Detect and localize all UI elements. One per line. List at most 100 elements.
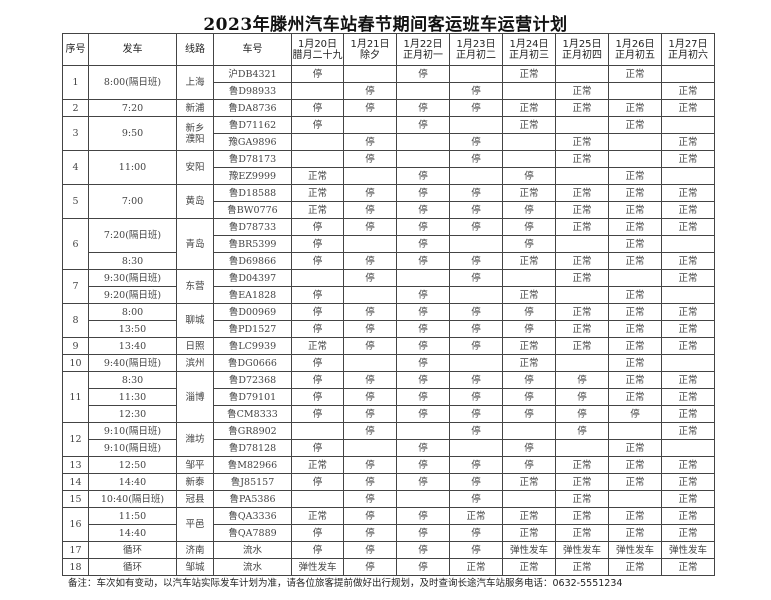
cell-status: 停 [449, 473, 503, 491]
cell-time: 11:30 [88, 388, 177, 406]
cell-status: 停 [396, 524, 450, 542]
cell-status [661, 167, 715, 185]
cell-plate: 鲁LC9939 [213, 337, 292, 355]
cell-route: 安阳 [176, 150, 214, 185]
cell-plate: 鲁PD1527 [213, 320, 292, 338]
header-no: 序号 [62, 33, 89, 66]
cell-plate: 豫GA9896 [213, 133, 292, 151]
cell-status [661, 286, 715, 304]
cell-status: 正常 [608, 218, 662, 236]
cell-status: 停 [449, 388, 503, 406]
table-row: 16 11:50 平邑 鲁QA3336 正常停停正常 正常 正常 正常 正常 [62, 507, 715, 542]
table-row: 10 9:40(隔日班) 滨州 鲁DG0666 停停正常 正常 [62, 354, 715, 372]
cell-status: 停 [291, 99, 344, 117]
cell-plate: 鲁DA8736 [213, 99, 292, 117]
cell-status: 正常 [661, 422, 715, 440]
cell-status: 停 [502, 303, 556, 321]
cell-status: 正常 [502, 558, 556, 576]
cell-status: 停 [396, 235, 450, 253]
table-row: 豫EZ9999 正常停停正常 [63, 167, 715, 185]
cell-status: 停 [291, 371, 344, 389]
cell-plate: 鲁M82966 [213, 456, 292, 474]
cell-status: 停 [449, 82, 503, 100]
cell-status [343, 167, 397, 185]
cell-status: 停 [343, 218, 397, 236]
cell-plate: 鲁BR5399 [213, 235, 292, 253]
cell-status: 停 [396, 371, 450, 389]
cell-plate: 鲁D18588 [213, 184, 292, 202]
cell-status: 正常 [555, 99, 609, 117]
header-day: 1月27日 正月初六 [661, 33, 715, 66]
cell-status: 停 [449, 422, 503, 440]
header-day: 1月20日 腊月二十九 [291, 33, 344, 66]
cell-status: 正常 [608, 371, 662, 389]
cell-route: 上海 [176, 65, 214, 100]
cell-status: 正常 [555, 150, 609, 168]
cell-status [449, 354, 503, 372]
table-row: 18 循环 邹城 流水 弹性发车停停正常 正常 正常 正常 正常 [62, 558, 715, 576]
cell-status: 停 [343, 371, 397, 389]
cell-time: 14:40 [88, 473, 177, 491]
cell-status: 停 [343, 473, 397, 491]
cell-status: 正常 [608, 167, 662, 185]
cell-route: 济南 [176, 541, 214, 559]
cell-status [661, 235, 715, 253]
cell-status: 正常 [555, 218, 609, 236]
cell-status [396, 150, 450, 168]
cell-status: 停 [343, 150, 397, 168]
cell-status: 正常 [555, 82, 609, 100]
cell-plate: 鲁D79101 [213, 388, 292, 406]
cell-status: 正常 [555, 490, 609, 508]
cell-plate: 鲁D04397 [213, 269, 292, 287]
cell-status: 正常 [661, 490, 715, 508]
cell-status: 正常 [661, 150, 715, 168]
cell-status [291, 150, 344, 168]
cell-status: 正常 [608, 456, 662, 474]
cell-no: 13 [62, 456, 89, 474]
cell-status [502, 490, 556, 508]
cell-status: 停 [449, 320, 503, 338]
cell-status [343, 116, 397, 134]
table-row: 14:40 鲁QA7889 停停停停正常 正常 正常 正常 [63, 524, 715, 542]
table-row: 7 9:30(隔日班) 东营 鲁D04397 停停正常 正常 [62, 269, 715, 304]
cell-status: 正常 [555, 456, 609, 474]
header-route: 线路 [176, 33, 214, 66]
cell-status: 停 [396, 116, 450, 134]
cell-status: 正常 [502, 116, 556, 134]
cell-status: 正常 [608, 473, 662, 491]
cell-status: 停 [343, 558, 397, 576]
cell-status: 正常 [449, 507, 503, 525]
cell-status [555, 235, 609, 253]
cell-status: 正常 [291, 167, 344, 185]
cell-time: 11:50 [88, 507, 177, 525]
cell-status: 正常 [502, 337, 556, 355]
cell-no: 3 [62, 116, 89, 151]
cell-no: 11 [62, 371, 89, 423]
cell-plate: 鲁D69866 [213, 252, 292, 270]
cell-time: 9:50 [88, 116, 177, 151]
cell-status: 正常 [608, 235, 662, 253]
cell-status: 正常 [661, 558, 715, 576]
cell-status [502, 269, 556, 287]
cell-status: 停 [396, 65, 450, 83]
cell-time: 8:30 [88, 371, 177, 389]
cell-status: 停 [449, 150, 503, 168]
cell-status: 正常 [661, 405, 715, 423]
header-plate: 车号 [213, 33, 292, 66]
cell-status: 正常 [555, 133, 609, 151]
cell-status: 正常 [291, 337, 344, 355]
day-lunar: 正月初四 [562, 49, 602, 61]
cell-plate: 鲁J85157 [213, 473, 292, 491]
cell-status: 停 [343, 456, 397, 474]
cell-status [502, 82, 556, 100]
cell-no: 7 [62, 269, 89, 304]
cell-status: 弹性发车 [502, 541, 556, 559]
cell-status: 正常 [502, 99, 556, 117]
cell-status: 停 [449, 524, 503, 542]
cell-status: 正常 [608, 439, 662, 457]
day-lunar: 正月初二 [456, 49, 496, 61]
cell-status [555, 286, 609, 304]
cell-status [555, 167, 609, 185]
table-row: 12:30 鲁CM8333 停停停停停停停正常 [63, 405, 715, 423]
cell-status: 停 [343, 337, 397, 355]
